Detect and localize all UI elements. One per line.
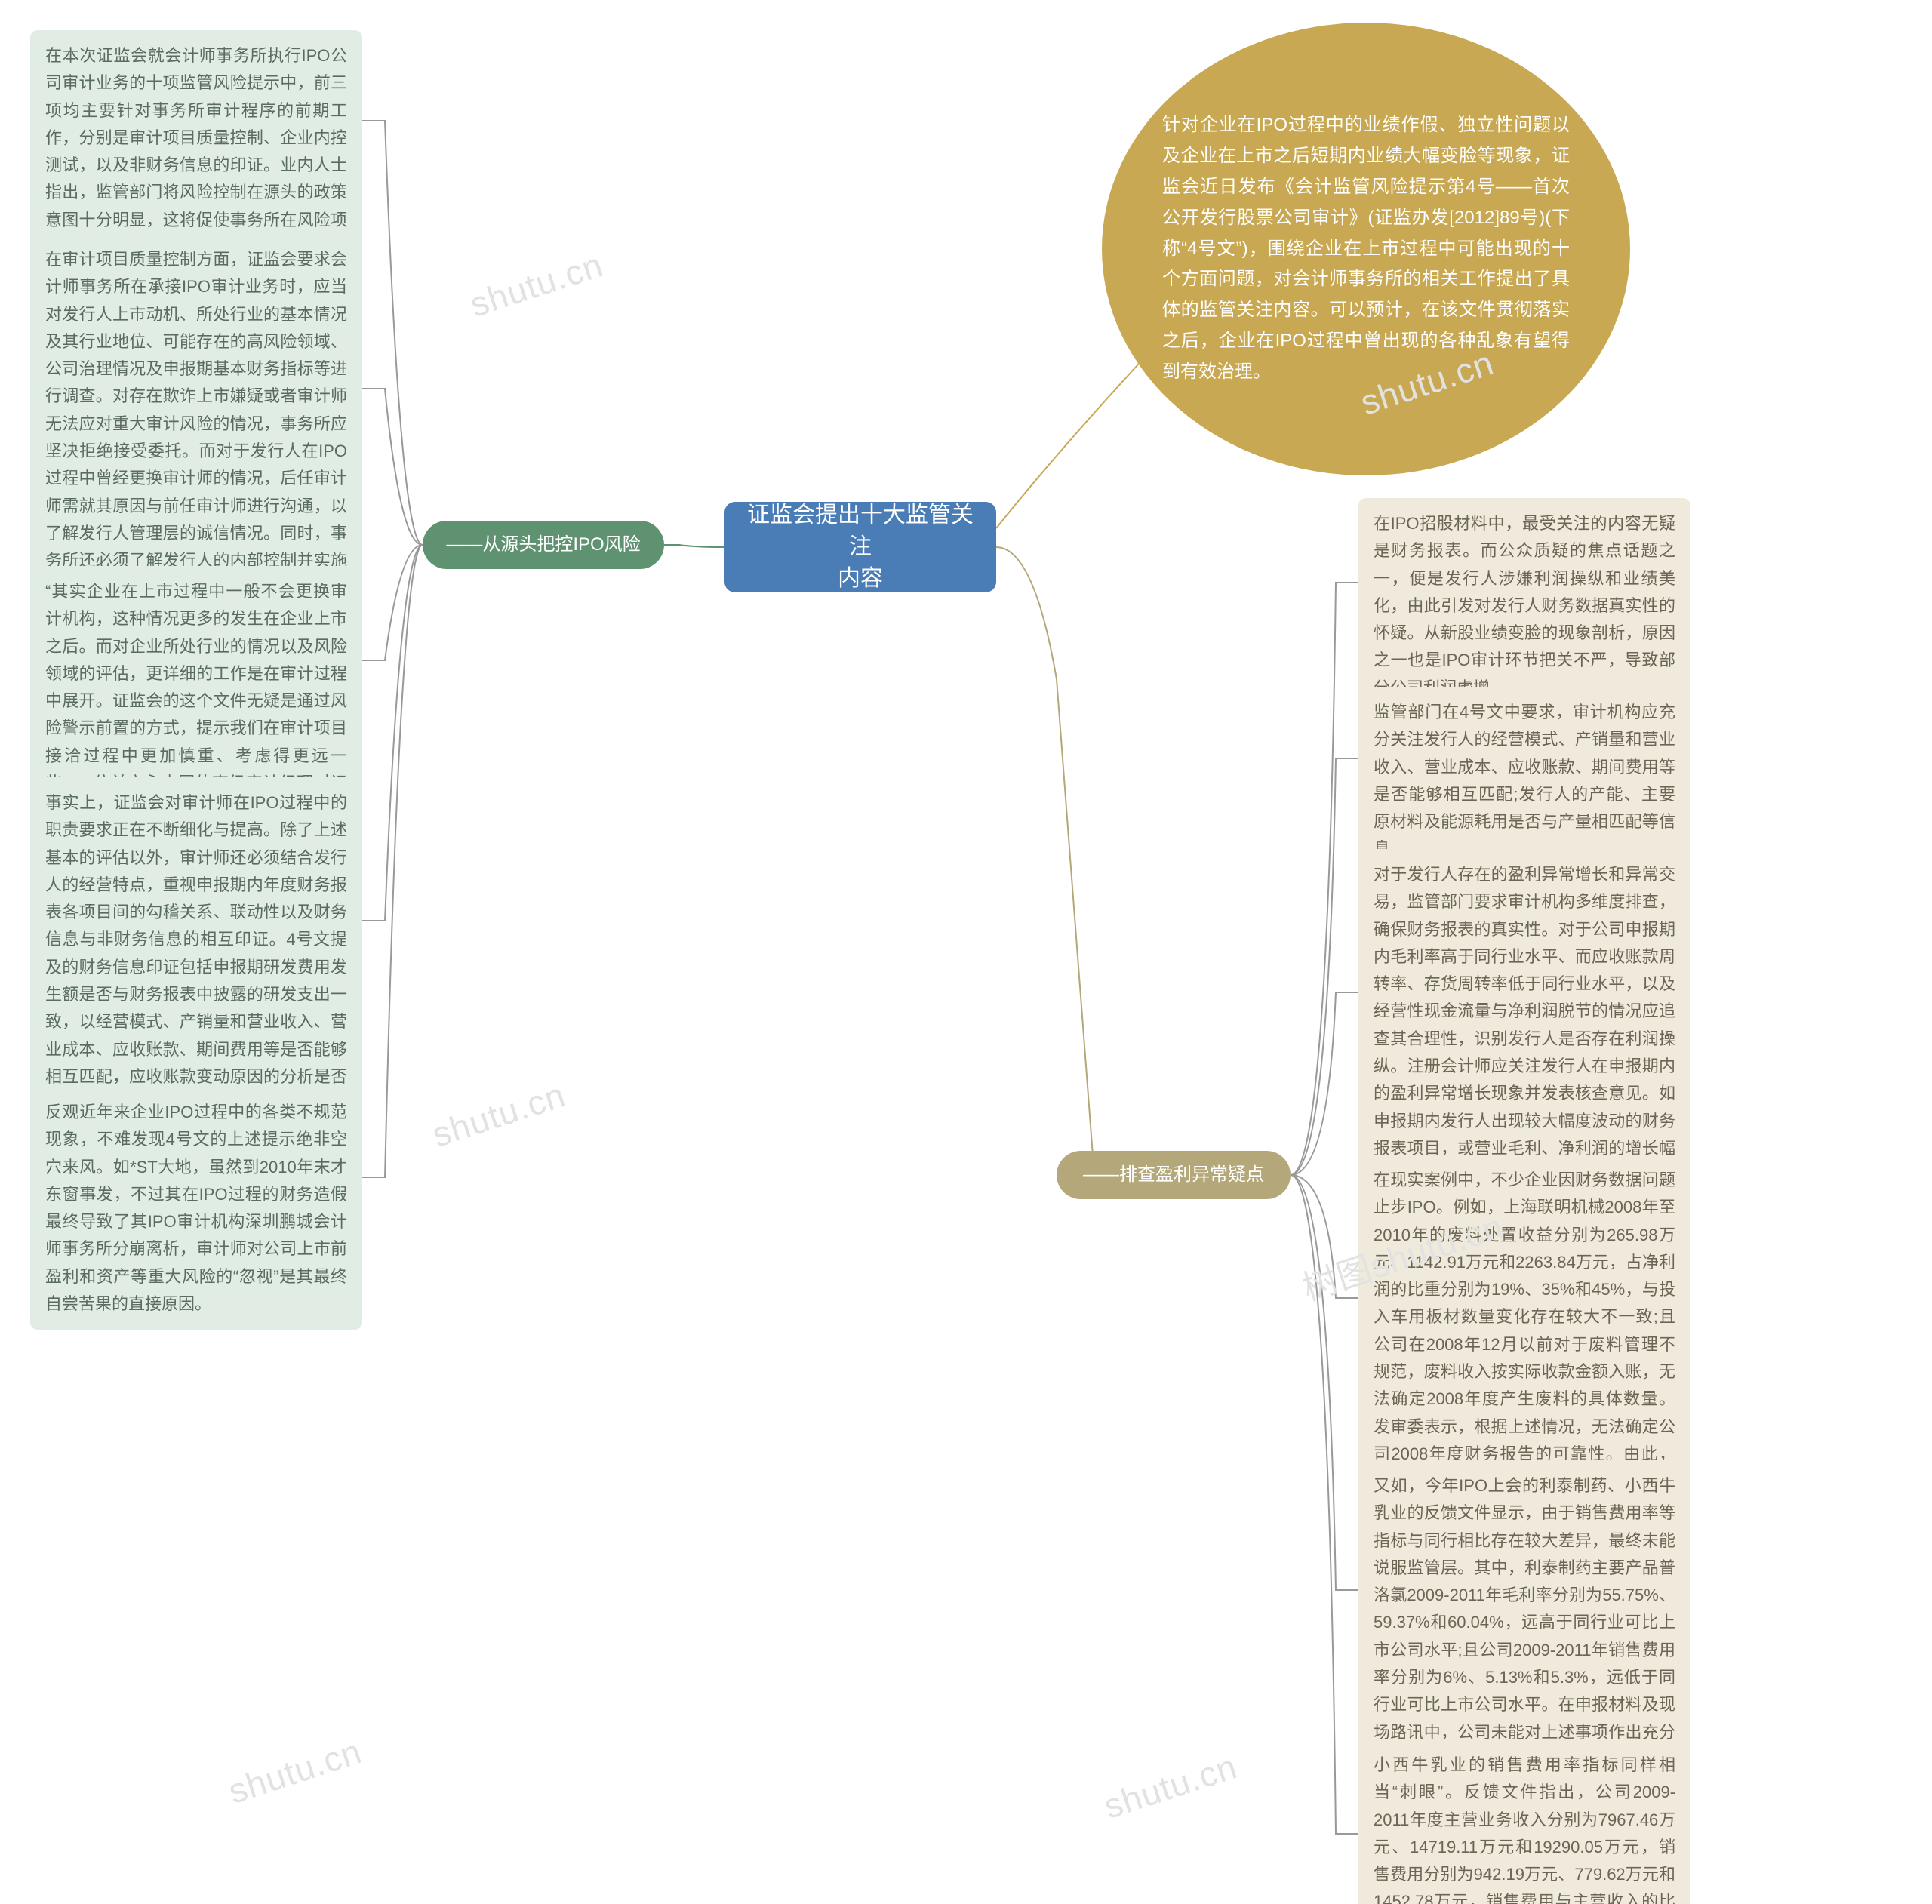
leaf-right-1[interactable]: 监管部门在4号文中要求，审计机构应充分关注发行人的经营模式、产销量和营业收入、营… (1358, 687, 1690, 875)
watermark: shutu.cn (465, 244, 608, 325)
leaf-right-4[interactable]: 又如，今年IPO上会的利泰制药、小西牛乳业的反馈文件显示，由于销售费用率等指标与… (1358, 1460, 1690, 1786)
watermark: shutu.cn (223, 1730, 367, 1812)
intro-bubble-text: 针对企业在IPO过程中的业绩作假、独立性问题以及企业在上市之后短期内业绩大幅变脸… (1162, 110, 1570, 387)
watermark: shutu.cn (1099, 1746, 1242, 1827)
intro-bubble[interactable]: 针对企业在IPO过程中的业绩作假、独立性问题以及企业在上市之后短期内业绩大幅变脸… (1102, 23, 1630, 475)
center-node[interactable]: 证监会提出十大监管关注 内容 (724, 502, 996, 592)
watermark: shutu.cn (427, 1074, 571, 1155)
leaf-right-0[interactable]: 在IPO招股材料中，最受关注的内容无疑是财务报表。而公众质疑的焦点话题之一，便是… (1358, 498, 1690, 714)
leaf-right-3[interactable]: 在现实案例中，不少企业因财务数据问题止步IPO。例如，上海联明机械2008年至2… (1358, 1155, 1690, 1508)
branch-left[interactable]: ——从源头把控IPO风险 (423, 521, 664, 569)
leaf-left-4[interactable]: 反观近年来企业IPO过程中的各类不规范现象，不难发现4号文的上述提示绝非空穴来风… (30, 1087, 362, 1330)
leaf-right-5[interactable]: 小西牛乳业的销售费用率指标同样相当“刺眼”。反馈文件指出，公司2009-2011… (1358, 1739, 1690, 1904)
branch-right[interactable]: ——排查盈利异常疑点 (1057, 1151, 1291, 1199)
